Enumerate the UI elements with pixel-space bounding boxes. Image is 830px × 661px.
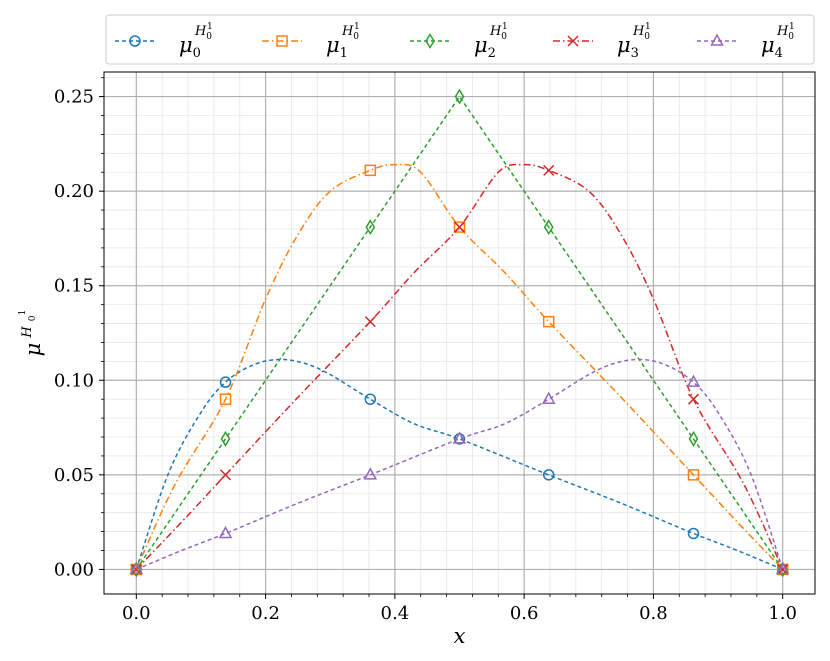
data-point <box>542 315 555 328</box>
y-tick-label: 0.05 <box>54 465 94 486</box>
data-point <box>688 430 699 447</box>
data-point <box>543 164 555 176</box>
x-tick-label: 0.8 <box>639 603 668 624</box>
legend-marker <box>710 33 724 46</box>
data-point <box>363 467 378 480</box>
data-point <box>453 221 466 233</box>
x-tick-label: 0.4 <box>381 603 410 624</box>
y-axis-title-base: μ <box>21 343 45 357</box>
series-line <box>136 358 784 571</box>
x-axis: 0.0 0.2 0.4 0.6 0.8 1.0 <box>122 594 797 624</box>
y-tick-label: 0.20 <box>54 181 94 202</box>
data-point <box>687 527 700 540</box>
series-line <box>135 163 784 570</box>
data-point <box>220 430 231 447</box>
legend-label: μ4H01 <box>761 22 795 61</box>
x-tick-label: 0.0 <box>122 603 151 624</box>
series-line <box>135 163 784 570</box>
data-point <box>541 391 556 404</box>
legend-item: μ4H01 <box>697 22 795 61</box>
y-axis-title-sup-sub: 0 <box>28 315 38 321</box>
legend-label: μ2H01 <box>474 22 508 61</box>
x-axis-title: x <box>454 624 466 648</box>
data-point <box>452 431 467 444</box>
x-tick-label: 0.6 <box>510 603 539 624</box>
series-line <box>135 358 783 571</box>
legend: μ0H01 μ1H01 μ2H01 μ3H01 μ4H01 <box>105 14 815 65</box>
data-point <box>219 469 232 481</box>
y-axis-title-sup: H <box>20 326 35 339</box>
data-point <box>219 376 232 388</box>
plot-background <box>104 72 815 594</box>
minor-grid <box>104 72 815 594</box>
series-line <box>135 95 784 570</box>
series-0 <box>130 358 789 576</box>
data-point <box>129 561 144 575</box>
legend-label: μ3H01 <box>617 22 651 61</box>
y-tick-label: 0.25 <box>54 87 94 108</box>
legend-box <box>105 14 815 65</box>
legend-marker <box>425 33 435 49</box>
major-grid <box>104 72 815 594</box>
legend-marker <box>129 35 141 47</box>
y-axis-title: μ H 0 1 <box>16 310 45 357</box>
legend-item: μ1H01 <box>262 22 360 61</box>
data-point <box>687 469 700 481</box>
data-point <box>364 393 377 405</box>
legend-marker <box>276 35 288 47</box>
legend-item: μ3H01 <box>553 22 651 61</box>
data-point <box>775 561 790 575</box>
data-point <box>686 374 701 387</box>
legend-label: μ1H01 <box>326 22 360 61</box>
legend-item: μ2H01 <box>410 22 508 61</box>
data-point <box>219 393 232 405</box>
data-point <box>365 219 376 236</box>
legend-item: μ0H01 <box>115 22 213 61</box>
data-point <box>687 393 700 405</box>
data-point <box>364 164 377 177</box>
plot-frame <box>103 71 816 595</box>
data-point <box>453 221 466 233</box>
data-point <box>218 525 233 539</box>
legend-marker <box>567 35 579 47</box>
y-tick-label: 0.00 <box>54 559 94 580</box>
data-point <box>543 219 554 236</box>
data-point <box>542 469 555 481</box>
x-tick-label: 1.0 <box>768 603 797 624</box>
y-axis-title-sup-sup: 1 <box>18 310 28 316</box>
data-point <box>364 316 376 328</box>
series-3 <box>130 163 789 575</box>
x-tick-label: 0.2 <box>251 603 280 624</box>
y-axis: 0.00 0.05 0.10 0.15 0.20 0.25 <box>54 77 104 580</box>
y-tick-label: 0.15 <box>54 276 94 297</box>
y-tick-label: 0.10 <box>54 370 94 391</box>
series-layer <box>129 88 790 578</box>
series-4 <box>129 358 790 575</box>
plot-area <box>103 71 816 595</box>
legend-label: μ0H01 <box>179 22 213 61</box>
data-point <box>454 88 465 105</box>
